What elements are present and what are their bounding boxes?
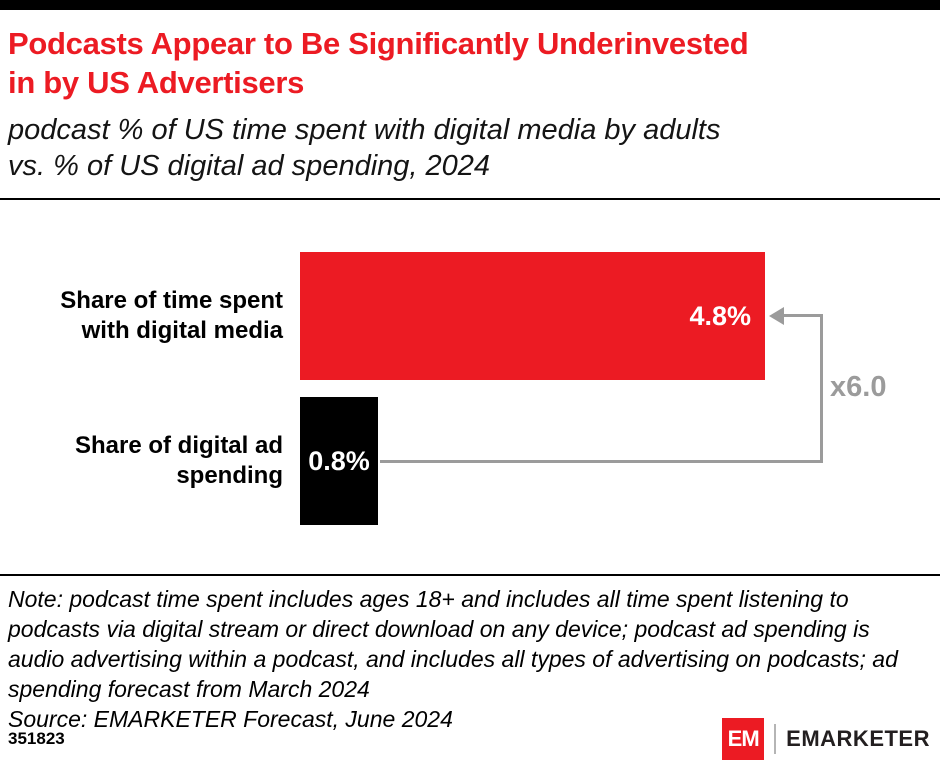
chart-subtitle-line2: vs. % of US digital ad spending, 2024	[8, 150, 491, 182]
notes-section: Note: podcast time spent includes ages 1…	[0, 576, 940, 734]
bar-label-ad-spending: Share of digital ad spending	[74, 432, 283, 489]
ratio-annotation-label: x6.0	[830, 370, 887, 403]
chart-id: 351823	[8, 729, 65, 748]
chart-subtitle: podcast % of US time spent with digital …	[8, 112, 930, 184]
source-text: Source: EMARKETER Forecast, June 2024	[8, 706, 453, 732]
bar-label-time-spent: Share of time spent with digital media	[60, 287, 283, 344]
note-text: Note: podcast time spent includes ages 1…	[8, 586, 898, 702]
chart-subtitle-line1: podcast % of US time spent with digital …	[8, 114, 721, 146]
ratio-line-vertical	[820, 314, 823, 463]
logo-separator	[774, 724, 777, 754]
emarketer-logo-text: EMARKETER	[786, 726, 930, 751]
bar-ad-spending: 0.8%	[300, 397, 378, 525]
top-black-bar	[0, 0, 940, 10]
ratio-line-bottom	[380, 460, 823, 463]
page-title: Podcasts Appear to Be Significantly Unde…	[8, 24, 930, 102]
emarketer-logo-mark-icon: EM	[722, 718, 765, 760]
footer: 351823 EM EMARKETER	[0, 718, 940, 760]
bar-time-spent: 4.8%	[300, 252, 765, 380]
divider-bottom	[0, 574, 940, 576]
bar-value-label-time-spent: 4.8%	[689, 300, 751, 331]
ratio-line-top	[781, 314, 823, 317]
ratio-arrowhead-icon	[769, 307, 784, 325]
divider-top	[0, 198, 940, 200]
chart-area: Share of time spent with digital media 4…	[0, 200, 940, 560]
bar-value-label-ad-spending: 0.8%	[308, 445, 370, 476]
emarketer-logo: EM EMARKETER	[722, 718, 930, 760]
page-title-line1: Podcasts Appear to Be Significantly Unde…	[8, 26, 749, 61]
page-title-line2: in by US Advertisers	[8, 65, 305, 100]
chart-header: Podcasts Appear to Be Significantly Unde…	[0, 10, 940, 184]
